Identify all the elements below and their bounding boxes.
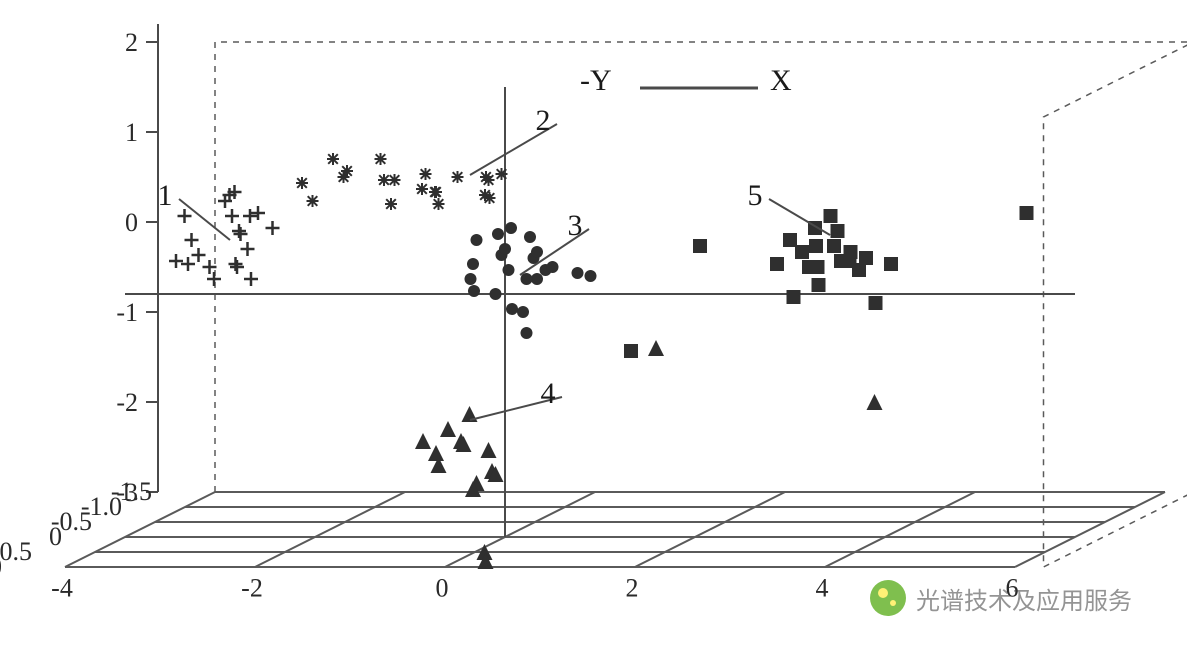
cluster-2 — [296, 153, 508, 210]
svg-text:-1: -1 — [116, 298, 138, 327]
watermark-text: 光谱技术及应用服务 — [916, 581, 1132, 616]
svg-text:2: 2 — [536, 104, 551, 137]
axes — [125, 24, 1075, 537]
cluster-5 — [624, 206, 1034, 358]
chart-svg: 210-1-2-3-4-20246-1.5-1.0-0.500.51.0-YX1… — [0, 0, 1187, 658]
cluster-4 — [415, 340, 883, 569]
svg-text:1: 1 — [158, 179, 173, 212]
svg-text:0: 0 — [125, 208, 138, 237]
svg-text:2: 2 — [125, 28, 138, 57]
svg-text:3: 3 — [568, 209, 583, 242]
svg-text:-2: -2 — [116, 388, 138, 417]
back-walls — [215, 42, 1187, 567]
svg-text:2: 2 — [626, 574, 639, 603]
svg-text:0: 0 — [49, 522, 62, 551]
svg-text:0: 0 — [436, 574, 449, 603]
floor-grid — [65, 492, 1165, 567]
scatter-points — [169, 124, 1034, 569]
svg-text:0.5: 0.5 — [0, 537, 32, 566]
scatter-3d-chart: 210-1-2-3-4-20246-1.5-1.0-0.500.51.0-YX1… — [0, 0, 1187, 658]
svg-text:-2: -2 — [241, 574, 263, 603]
svg-text:1.0: 1.0 — [0, 552, 2, 581]
svg-text:-Y: -Y — [580, 64, 612, 97]
wechat-icon — [870, 580, 906, 616]
svg-text:X: X — [770, 64, 792, 97]
svg-text:1: 1 — [125, 118, 138, 147]
svg-text:5: 5 — [748, 179, 763, 212]
svg-text:4: 4 — [541, 377, 556, 410]
watermark: 光谱技术及应用服务 — [870, 580, 1132, 616]
svg-text:4: 4 — [816, 574, 829, 603]
svg-text:-4: -4 — [51, 574, 73, 603]
